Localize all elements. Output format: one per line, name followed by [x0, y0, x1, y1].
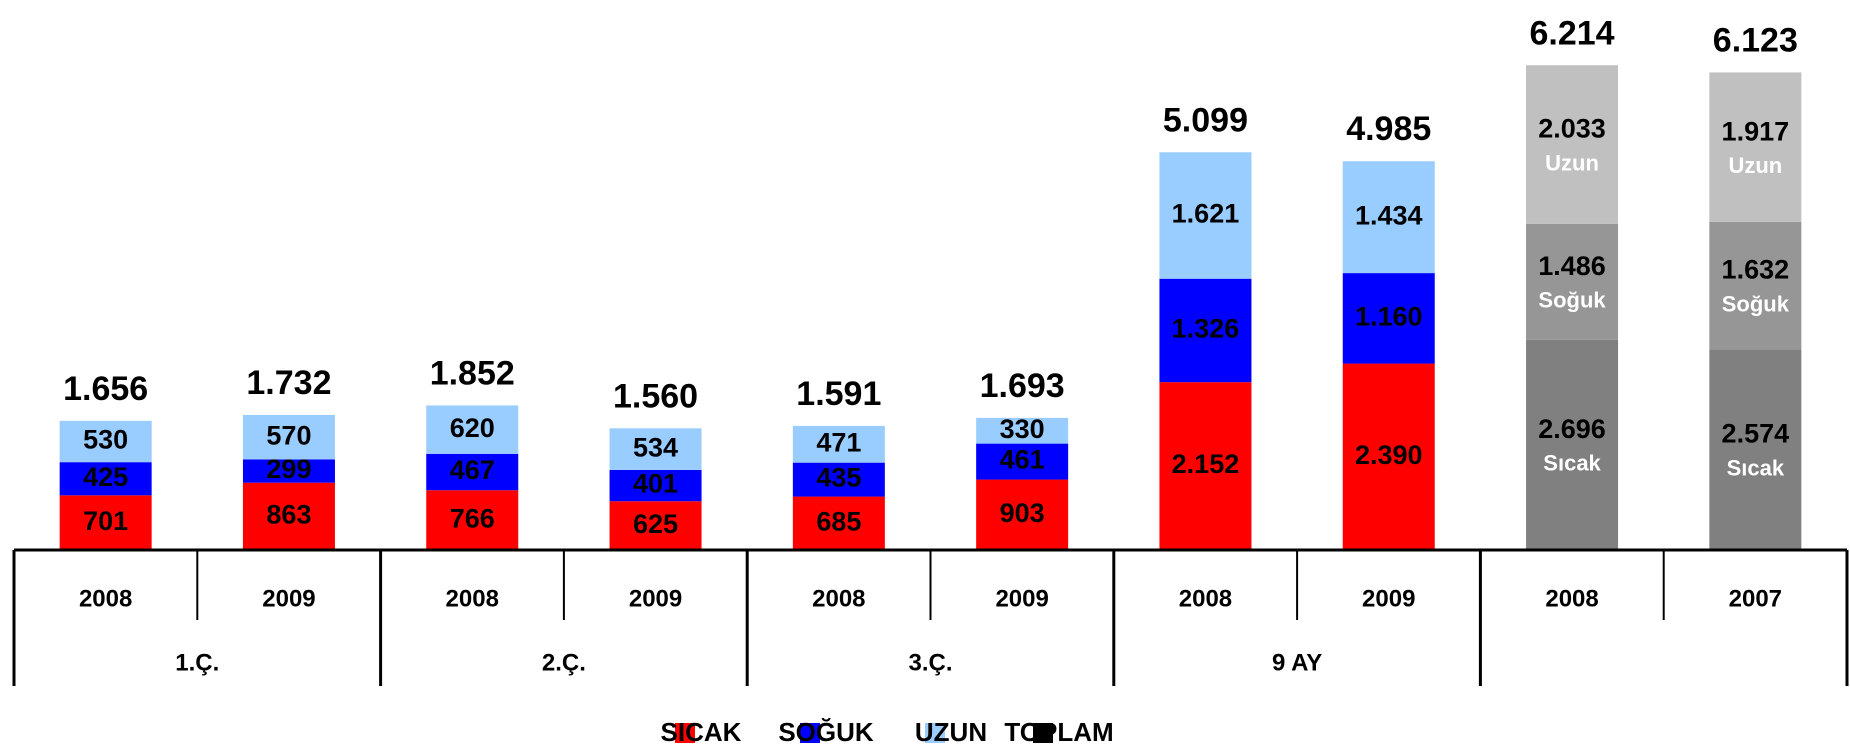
- total-label: 1.656: [63, 370, 148, 408]
- bar-segment: [1159, 278, 1252, 383]
- value-label: 1.917: [1722, 116, 1790, 146]
- value-label: 625: [633, 509, 678, 539]
- legend-label: SOĞUK: [778, 717, 874, 747]
- value-label: 766: [450, 503, 495, 533]
- legend-swatch: [800, 723, 820, 743]
- total-label: 1.693: [980, 367, 1065, 405]
- bar-segment: [426, 405, 519, 454]
- inner-label: Uzun: [1545, 150, 1599, 175]
- value-label: 534: [633, 432, 678, 462]
- value-label: 471: [816, 427, 861, 457]
- bar-segment: [242, 482, 335, 550]
- value-label: 685: [816, 506, 861, 536]
- x-tick-label: 2008: [446, 585, 499, 612]
- inner-label: Uzun: [1728, 153, 1782, 178]
- x-tick-label: 2008: [1545, 585, 1598, 612]
- bar-segment: [1342, 161, 1435, 274]
- bar-segment: [1709, 72, 1802, 222]
- group-label: 1.Ç.: [175, 649, 219, 676]
- value-label: 467: [450, 455, 495, 485]
- inner-label: Sıcak: [1727, 455, 1785, 480]
- x-tick-label: 2009: [629, 585, 682, 612]
- value-label: 701: [83, 506, 128, 536]
- value-label: 2.033: [1538, 114, 1606, 144]
- value-label: 1.621: [1172, 199, 1240, 229]
- bar-segment: [976, 443, 1069, 480]
- legend-label: UZUN: [915, 717, 987, 747]
- bar-segment: [426, 490, 519, 550]
- bar-segment: [242, 459, 335, 483]
- legend-swatch: [1033, 723, 1053, 743]
- value-label: 570: [266, 420, 311, 450]
- bar-segment: [609, 428, 702, 470]
- bar-segment: [59, 462, 152, 496]
- bar-segment: [1709, 349, 1802, 550]
- total-label: 1.852: [430, 355, 515, 393]
- value-label: 1.160: [1355, 301, 1423, 331]
- bar-segment: [976, 417, 1069, 444]
- value-label: 1.326: [1172, 314, 1240, 344]
- x-tick-label: 2009: [1362, 585, 1415, 612]
- legend-swatch: [925, 723, 945, 743]
- bar-segment: [1159, 152, 1252, 279]
- bar-segment: [1709, 221, 1802, 350]
- x-tick-label: 2008: [1179, 585, 1232, 612]
- value-label: 2.152: [1172, 449, 1240, 479]
- value-label: 401: [633, 469, 678, 499]
- group-label: 3.Ç.: [908, 649, 952, 676]
- x-tick-label: 2007: [1729, 585, 1782, 612]
- value-label: 2.390: [1355, 440, 1423, 470]
- x-tick-label: 2008: [812, 585, 865, 612]
- value-label: 863: [266, 499, 311, 529]
- bar-segment: [1342, 363, 1435, 550]
- total-label: 6.123: [1713, 21, 1798, 59]
- value-label: 530: [83, 425, 128, 455]
- x-tick-label: 2009: [995, 585, 1048, 612]
- value-label: 903: [1000, 498, 1045, 528]
- legend-label: TOPLAM: [1004, 717, 1113, 747]
- total-label: 5.099: [1163, 101, 1248, 139]
- value-label: 2.696: [1538, 414, 1606, 444]
- bar-segment: [59, 420, 152, 463]
- bar-segment: [792, 462, 885, 497]
- bar-segment: [609, 469, 702, 502]
- inner-label: Soğuk: [1538, 288, 1606, 313]
- value-label: 461: [1000, 445, 1045, 475]
- value-label: 1.486: [1538, 251, 1606, 281]
- bar-segment: [1526, 223, 1619, 340]
- bar-segment: [1342, 273, 1435, 364]
- x-tick-label: 2008: [79, 585, 132, 612]
- inner-label: Sıcak: [1543, 451, 1601, 476]
- bar-segment: [1526, 65, 1619, 224]
- bar-segment: [976, 479, 1069, 550]
- value-label: 330: [1000, 414, 1045, 444]
- bar-segment: [792, 425, 885, 463]
- x-tick-label: 2009: [262, 585, 315, 612]
- value-label: 435: [816, 463, 861, 493]
- group-label: 9 AY: [1272, 649, 1322, 676]
- value-label: 425: [83, 462, 128, 492]
- total-label: 1.591: [796, 375, 881, 413]
- bar-segment: [609, 501, 702, 550]
- value-label: 620: [450, 413, 495, 443]
- total-label: 1.560: [613, 377, 698, 415]
- bar-segment: [59, 495, 152, 550]
- total-label: 6.214: [1530, 14, 1615, 52]
- group-label: 2.Ç.: [542, 649, 586, 676]
- bar-segment: [426, 453, 519, 491]
- bar-segment: [1159, 382, 1252, 550]
- total-label: 1.732: [246, 364, 331, 402]
- bar-segment: [792, 496, 885, 550]
- value-label: 1.434: [1355, 200, 1423, 230]
- bar-segment: [242, 414, 335, 460]
- legend-swatch: [675, 723, 695, 743]
- bar-segment: [1526, 339, 1619, 550]
- value-label: 2.574: [1722, 419, 1790, 449]
- value-label: 1.632: [1722, 255, 1790, 285]
- total-label: 4.985: [1346, 110, 1431, 148]
- legend-label: SICAK: [661, 717, 742, 747]
- inner-label: Soğuk: [1722, 291, 1790, 316]
